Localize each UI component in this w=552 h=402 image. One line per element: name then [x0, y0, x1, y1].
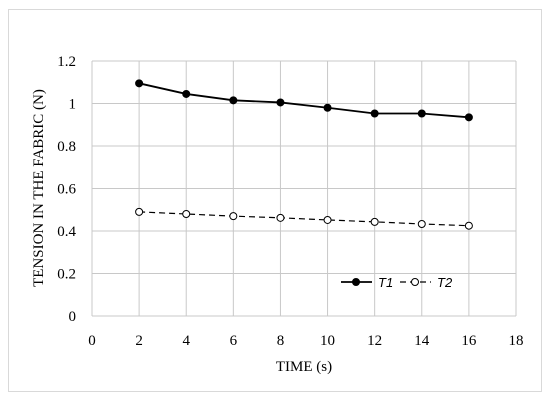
- x-tick-label-6: 12: [367, 333, 382, 349]
- x-tick-label-0: 0: [88, 333, 96, 349]
- legend: T1 T2: [341, 275, 453, 290]
- data-point-t2-4: [323, 215, 332, 224]
- data-point-t2-7: [464, 221, 473, 230]
- data-point-t2-6: [417, 219, 426, 228]
- legend-marker-t2: [411, 278, 419, 286]
- y-axis-title: TENSION IN THE FABRIC (N): [31, 89, 47, 287]
- x-tick-label-1: 2: [135, 333, 143, 349]
- data-point-t2-1: [182, 210, 191, 218]
- x-tick-label-8: 16: [461, 333, 477, 349]
- data-point-t1-6: [417, 109, 426, 118]
- x-axis-title: TIME (s): [276, 359, 332, 375]
- data-point-t2-5: [370, 217, 379, 226]
- x-tick-label-7: 14: [414, 333, 430, 349]
- y-tick-label-2: 0.4: [57, 224, 76, 240]
- y-axis-ticks: 0 0.2 0.4 0.6 0.8 1 1.2: [57, 54, 76, 325]
- data-point-t1-4: [323, 103, 332, 112]
- legend-label-t2: T2: [437, 275, 453, 290]
- y-tick-label-6: 1.2: [57, 54, 76, 70]
- x-tick-label-5: 10: [320, 333, 335, 349]
- y-tick-label-3: 0.6: [57, 182, 76, 198]
- x-axis-ticks: 0 2 4 6 8 10 12 14 16 18: [88, 333, 523, 349]
- data-point-t2-0: [135, 207, 144, 216]
- grid: [91, 60, 517, 317]
- y-tick-label-1: 0.2: [57, 267, 76, 283]
- data-point-t1-1: [182, 89, 191, 98]
- x-tick-label-2: 4: [182, 333, 190, 349]
- data-point-t1-7: [464, 113, 473, 122]
- y-tick-label-5: 1: [69, 97, 77, 113]
- series-line-t2: [139, 211, 469, 227]
- x-tick-label-4: 8: [277, 333, 285, 349]
- series-layer: [135, 79, 473, 230]
- y-tick-label-4: 0.8: [57, 139, 76, 155]
- series-line-t1: [138, 82, 469, 119]
- legend-label-t1: T1: [378, 275, 393, 290]
- legend-marker-t1: [352, 278, 360, 286]
- data-point-t1-0: [135, 79, 144, 88]
- data-point-t1-3: [276, 98, 285, 107]
- data-point-t1-5: [370, 109, 379, 118]
- y-tick-label-0: 0: [69, 309, 77, 325]
- x-tick-label-9: 18: [509, 333, 524, 349]
- data-point-t2-2: [229, 212, 238, 221]
- data-point-t2-3: [276, 213, 285, 222]
- data-point-t1-2: [229, 96, 238, 105]
- chart-frame: [8, 9, 542, 392]
- x-tick-label-3: 6: [230, 333, 238, 349]
